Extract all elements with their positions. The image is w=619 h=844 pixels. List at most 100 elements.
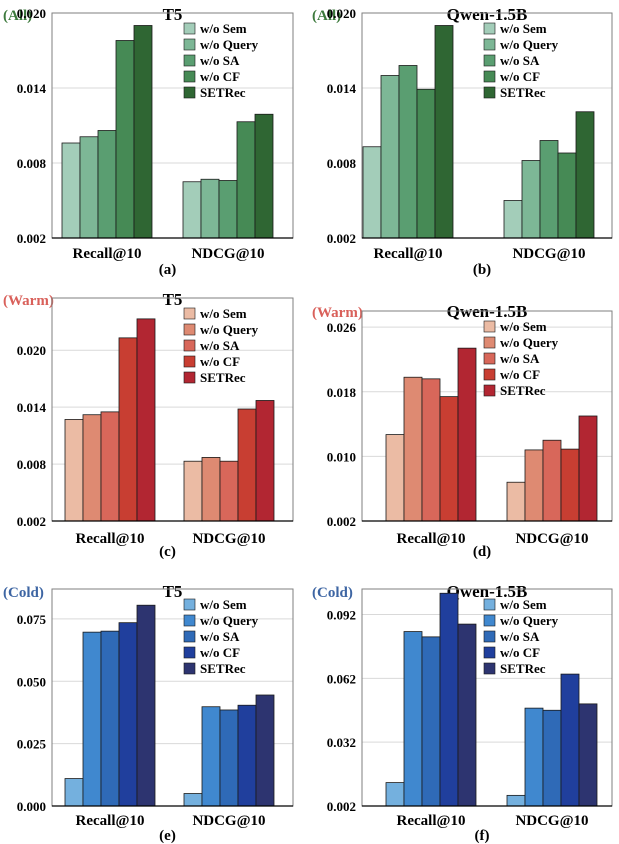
- legend-entry: w/o CF: [200, 354, 240, 369]
- legend-swatch: [183, 339, 196, 352]
- y-tick-label: 0.000: [17, 799, 46, 814]
- chart-panel-e: (Cold) T5 0.000 0.025 0.050 0.075 Recall@10 NDC…: [3, 582, 294, 844]
- bar-w-o-cf-recall-10: [118, 337, 138, 522]
- chart-panel-b: (All) Qwen-1.5B 0.002 0.008 0.014 0.020 Recall…: [312, 5, 613, 278]
- bar-w-o-sem-ndcg-10: [183, 460, 203, 522]
- legend-swatch: [483, 630, 496, 643]
- bar-w-o-query-ndcg-10: [200, 178, 220, 239]
- y-tick-label: 0.062: [327, 671, 356, 686]
- x-category-label: NDCG@10: [515, 531, 588, 547]
- bar-w-o-sa-recall-10: [421, 636, 441, 807]
- bar-w-o-query-recall-10: [82, 631, 102, 807]
- y-tick-label: 0.002: [327, 231, 356, 246]
- legend-swatch: [183, 614, 196, 627]
- group-tag: (Cold): [312, 585, 353, 601]
- legend-swatch: [183, 598, 196, 611]
- legend-entry: w/o Sem: [200, 597, 247, 612]
- bar-w-o-cf-recall-10: [439, 592, 459, 807]
- bar-w-o-query-recall-10: [403, 631, 423, 807]
- chart-title: Qwen-1.5B: [447, 582, 528, 601]
- legend-entry: w/o SA: [500, 629, 540, 644]
- legend-entry: w/o SA: [200, 338, 240, 353]
- legend-swatch: [183, 22, 196, 35]
- y-tick-label: 0.014: [17, 400, 47, 415]
- y-tick-label: 0.018: [327, 385, 357, 400]
- bar-w-o-sa-ndcg-10: [219, 460, 239, 522]
- bar-w-o-query-ndcg-10: [524, 449, 544, 522]
- bar-w-o-sem-ndcg-10: [503, 200, 523, 239]
- bar-setrec-ndcg-10: [575, 111, 595, 239]
- chart-title: T5: [163, 290, 183, 309]
- y-tick-label: 0.032: [327, 735, 356, 750]
- bar-w-o-cf-ndcg-10: [237, 408, 257, 522]
- bar-w-o-sem-recall-10: [64, 778, 84, 807]
- legend-swatch: [483, 614, 496, 627]
- legend-swatch: [483, 86, 496, 99]
- legend-swatch: [483, 368, 496, 381]
- y-tick-label: 0.002: [17, 514, 46, 529]
- bar-w-o-query-ndcg-10: [524, 707, 544, 807]
- x-category-label: Recall@10: [76, 813, 145, 829]
- panel-label: (f): [475, 828, 490, 844]
- legend-entry: w/o CF: [500, 69, 540, 84]
- legend-entry: w/o CF: [200, 69, 240, 84]
- group-tag: (Warm): [3, 293, 54, 309]
- legend-swatch: [483, 384, 496, 397]
- bar-w-o-sa-recall-10: [100, 411, 120, 522]
- bar-setrec-recall-10: [434, 25, 454, 239]
- y-tick-label: 0.002: [327, 799, 356, 814]
- legend-swatch: [183, 323, 196, 336]
- legend-entry: SETRec: [500, 85, 546, 100]
- chart-panel-c: (Warm) T5 0.002 0.008 0.014 0.020 Recall@10 NDC…: [3, 290, 294, 560]
- legend-entry: SETRec: [200, 661, 246, 676]
- bar-w-o-sem-ndcg-10: [183, 793, 203, 807]
- y-tick-label: 0.002: [17, 231, 46, 246]
- legend-entry: w/o SA: [200, 53, 240, 68]
- y-tick-label: 0.092: [327, 608, 356, 623]
- bar-w-o-sa-recall-10: [97, 130, 117, 239]
- bar-w-o-sem-ndcg-10: [182, 181, 202, 239]
- bar-w-o-sa-ndcg-10: [539, 140, 559, 239]
- legend-entry: w/o Sem: [500, 21, 547, 36]
- bar-setrec-ndcg-10: [578, 703, 598, 807]
- y-tick-label: 0.002: [327, 514, 356, 529]
- bar-w-o-query-ndcg-10: [201, 706, 221, 807]
- bar-w-o-cf-ndcg-10: [236, 121, 256, 239]
- bar-w-o-cf-recall-10: [439, 396, 459, 522]
- x-category-label: Recall@10: [397, 531, 466, 547]
- legend-entry: w/o Query: [500, 335, 559, 350]
- y-tick-label: 0.014: [327, 81, 357, 96]
- bar-w-o-cf-ndcg-10: [560, 448, 580, 522]
- bar-setrec-ndcg-10: [255, 400, 275, 522]
- legend-entry: w/o Sem: [500, 597, 547, 612]
- chart-panel-d: (Warm) Qwen-1.5B0.0020.0100.0180.026Recal…: [312, 302, 613, 560]
- chart-title: Qwen-1.5B: [447, 5, 528, 24]
- panel-label: (e): [159, 828, 176, 844]
- x-category-label: NDCG@10: [515, 813, 588, 829]
- group-tag: (All): [312, 8, 341, 24]
- bar-setrec-recall-10: [133, 25, 153, 239]
- legend-entry: w/o CF: [200, 645, 240, 660]
- legend-swatch: [483, 598, 496, 611]
- legend-entry: w/o Sem: [200, 306, 247, 321]
- bar-w-o-cf-recall-10: [115, 40, 135, 239]
- legend-entry: w/o Query: [200, 613, 259, 628]
- legend-swatch: [183, 662, 196, 675]
- panel-label: (b): [473, 262, 491, 278]
- panel-label: (c): [159, 544, 176, 560]
- legend-entry: w/o SA: [200, 629, 240, 644]
- panel-label: (d): [473, 544, 491, 560]
- x-category-label: Recall@10: [397, 813, 466, 829]
- bar-w-o-sem-ndcg-10: [506, 481, 526, 522]
- legend-entry: SETRec: [200, 85, 246, 100]
- bar-w-o-sa-ndcg-10: [542, 439, 562, 522]
- group-tag: (Cold): [3, 585, 44, 601]
- y-tick-label: 0.008: [17, 156, 47, 171]
- legend-entry: w/o Query: [500, 613, 559, 628]
- bar-w-o-sem-recall-10: [362, 146, 382, 239]
- group-tag: (Warm): [312, 305, 363, 321]
- x-category-label: Recall@10: [73, 246, 142, 262]
- panel-label: (a): [159, 262, 177, 278]
- chart-panel-f: (Cold) Qwen-1.5B 0.002 0.032 0.062 0.092 Recal…: [312, 582, 613, 844]
- bar-w-o-cf-ndcg-10: [557, 152, 577, 239]
